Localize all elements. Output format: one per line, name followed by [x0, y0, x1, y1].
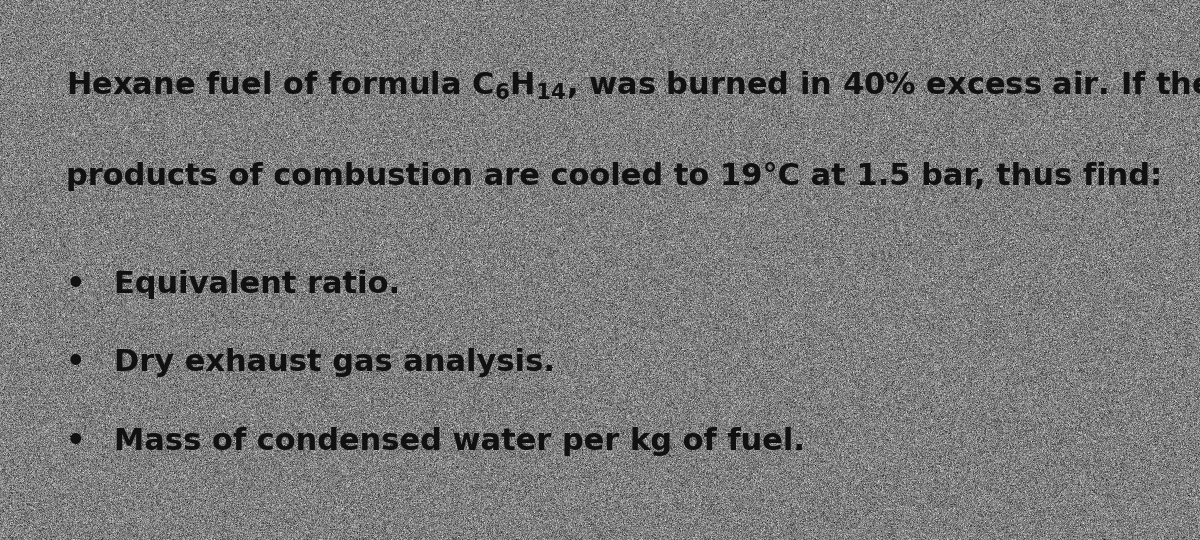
Text: •: •	[66, 427, 85, 456]
Text: Mass of condensed water per kg of fuel.: Mass of condensed water per kg of fuel.	[114, 427, 805, 456]
Text: Equivalent ratio.: Equivalent ratio.	[114, 270, 400, 299]
Text: products of combustion are cooled to 19°C at 1.5 bar, thus find:: products of combustion are cooled to 19°…	[66, 162, 1162, 191]
Text: •: •	[66, 270, 85, 299]
Text: •: •	[66, 348, 85, 377]
Text: Dry exhaust gas analysis.: Dry exhaust gas analysis.	[114, 348, 554, 377]
Text: Hexane fuel of formula $\mathbf{C_6H_{14}}$, was burned in 40% excess air. If th: Hexane fuel of formula $\mathbf{C_6H_{14…	[66, 70, 1200, 102]
